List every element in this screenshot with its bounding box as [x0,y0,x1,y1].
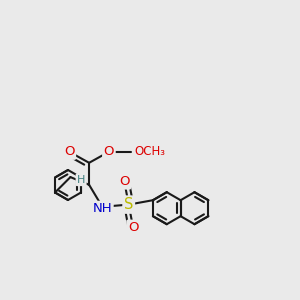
Text: methoxy: methoxy [133,151,139,152]
Text: O: O [128,221,138,234]
Text: OCH₃: OCH₃ [134,145,165,158]
Text: H: H [77,175,85,185]
Text: S: S [124,197,134,212]
Text: NH: NH [92,202,112,215]
Text: O: O [64,145,75,158]
Text: O: O [119,175,130,188]
Text: O: O [104,145,114,158]
